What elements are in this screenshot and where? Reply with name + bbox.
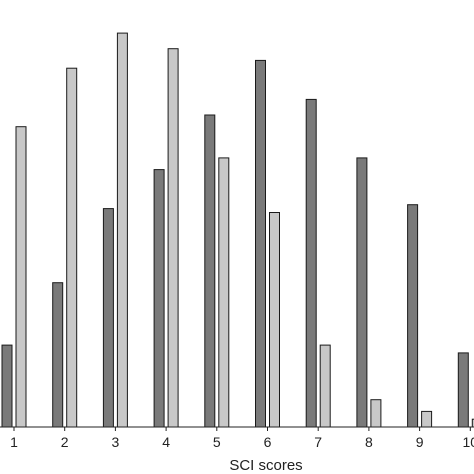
bar-series1-6 <box>255 59 266 428</box>
x-tick-label-8: 8 <box>365 434 373 450</box>
x-tick-label-2: 2 <box>61 434 69 450</box>
bar-series1-10 <box>457 352 469 428</box>
bar-series1-2 <box>52 282 64 428</box>
x-tick-label-10: 10 <box>463 434 474 450</box>
bar-series1-4 <box>153 169 165 428</box>
x-ticks-group: 1 2 3 4 5 6 7 8 9 10 <box>10 427 474 450</box>
bar-series2-4 <box>167 48 179 428</box>
bar-series1-1 <box>1 344 13 428</box>
bar-series2-6 <box>269 212 280 428</box>
bar-series1-8 <box>356 157 368 428</box>
x-axis-label: SCI scores <box>229 457 302 474</box>
bar-series2-10 <box>471 418 474 428</box>
x-tick-label-1: 1 <box>10 434 18 450</box>
bar-series2-7 <box>319 344 331 428</box>
bar-series1-5 <box>204 114 216 428</box>
bar-series2-1 <box>15 126 27 428</box>
x-tick-label-6: 6 <box>264 434 272 450</box>
bar-series1-7 <box>305 98 317 428</box>
x-tick-label-9: 9 <box>416 434 424 450</box>
x-tick-label-3: 3 <box>112 434 120 450</box>
bar-series1-3 <box>102 208 114 428</box>
x-tick-label-7: 7 <box>314 434 322 450</box>
bar-series2-3 <box>116 32 128 428</box>
x-tick-label-5: 5 <box>213 434 221 450</box>
bar-series1-9 <box>407 204 419 428</box>
bar-series2-2 <box>66 67 78 428</box>
bar-series2-8 <box>370 399 382 428</box>
bars-group <box>1 32 474 428</box>
x-tick-label-4: 4 <box>162 434 170 450</box>
bar-series2-9 <box>421 410 433 428</box>
bar-series2-5 <box>218 157 230 428</box>
